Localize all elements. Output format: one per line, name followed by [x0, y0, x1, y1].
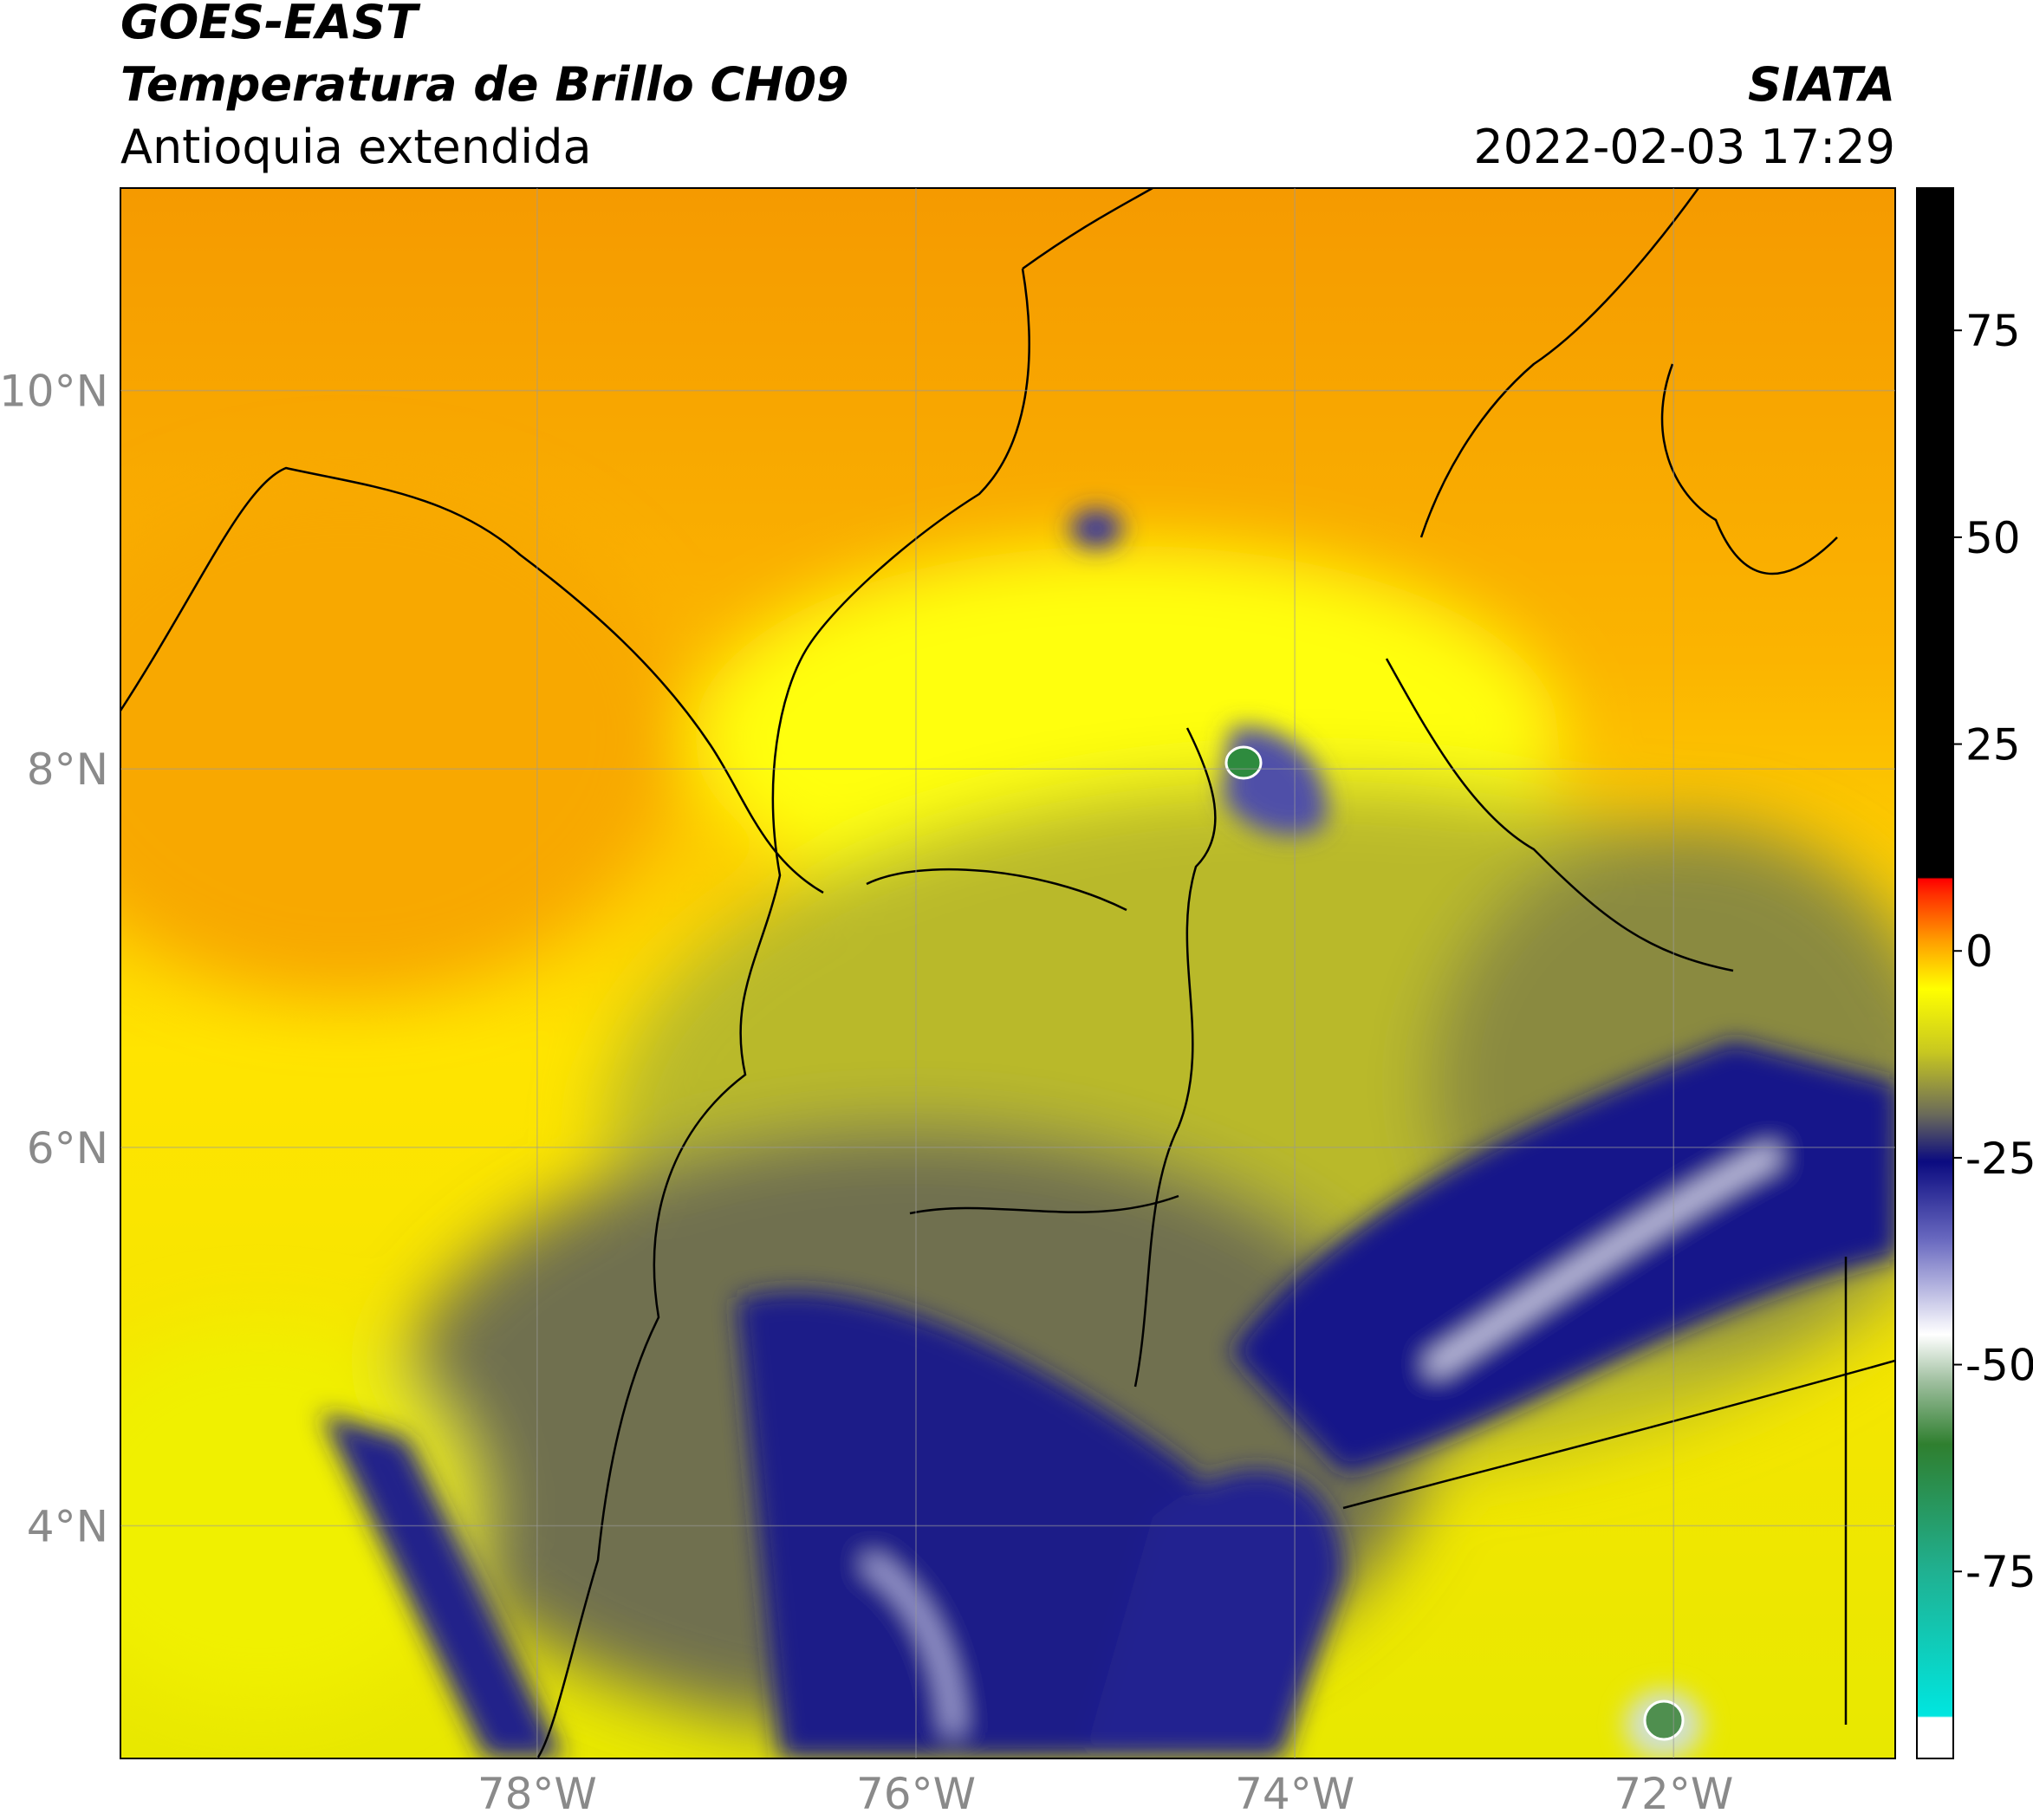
source: SIATA — [1748, 57, 1895, 112]
satellite-image — [120, 188, 1895, 1758]
x-tick-label: 72°W — [1614, 1769, 1733, 1819]
x-tick-label: 78°W — [477, 1769, 597, 1819]
datetime: 2022-02-03 17:29 — [1473, 120, 1895, 174]
y-tick-label: 6°N — [27, 1123, 108, 1173]
product: Temperatura de Brillo CH09 — [120, 57, 849, 112]
colorbar-tick-label: -75 — [1965, 1547, 2033, 1597]
y-tick-label: 4°N — [27, 1501, 108, 1551]
colorbar-tick-label: 0 — [1965, 926, 1993, 977]
x-tick-label: 76°W — [856, 1769, 976, 1819]
y-tick-label: 8°N — [27, 744, 108, 795]
x-tick-label: 74°W — [1235, 1769, 1354, 1819]
region: Antioquia extendida — [120, 120, 592, 174]
colorbar — [1916, 187, 1954, 1759]
colorbar-tick-label: -25 — [1965, 1134, 2033, 1184]
map-frame — [120, 187, 1896, 1759]
colorbar-tick-label: 25 — [1965, 720, 2021, 770]
colorbar-tick-label: 50 — [1965, 513, 2021, 563]
colorbar-tick-label: 75 — [1965, 306, 2021, 356]
satellite: GOES-EAST — [120, 0, 421, 49]
y-tick-label: 10°N — [0, 367, 108, 417]
colorbar-tick-label: -50 — [1965, 1341, 2033, 1391]
